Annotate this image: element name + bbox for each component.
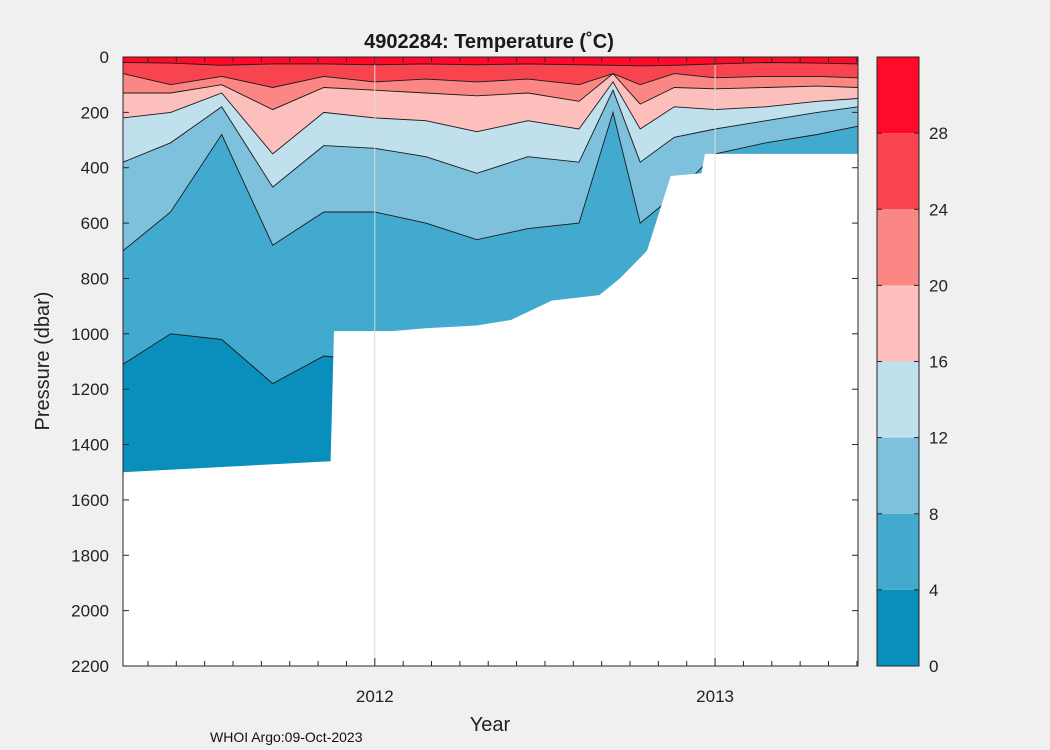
y-tick-label: 2200 xyxy=(71,657,109,676)
colorbar-swatch-4 xyxy=(877,513,919,590)
colorbar: 0 4 8 12 16 20 24 28 xyxy=(876,56,948,676)
year-gridlines xyxy=(374,57,716,666)
colorbar-tick-label: 16 xyxy=(929,353,948,372)
no-data-mask xyxy=(123,153,858,666)
y-tick-label: 200 xyxy=(81,103,109,122)
colorbar-swatch-24 xyxy=(877,133,919,210)
y-axis-label: Pressure (dbar) xyxy=(32,292,54,431)
colorbar-swatch-12 xyxy=(877,361,919,438)
isotherm-T8 xyxy=(122,110,859,252)
isotherm-T12 xyxy=(122,89,859,188)
x-axis-label: Year xyxy=(470,714,511,736)
y-tick-label: 1800 xyxy=(71,546,109,565)
x-axis: 2012 2013 xyxy=(147,57,858,706)
x-tick-label: 2013 xyxy=(696,687,734,706)
colorbar-swatch-8 xyxy=(877,437,919,514)
x-tick-label: 2012 xyxy=(356,687,394,706)
plot-frame xyxy=(122,56,859,667)
y-tick-label: 1200 xyxy=(71,380,109,399)
isotherm-T24 xyxy=(122,73,859,88)
y-tick-label: 600 xyxy=(81,214,109,233)
chart-title: 4902284: Temperature (˚C) xyxy=(364,30,614,53)
y-axis: 0 200 400 600 800 1000 1200 1400 1600 1800 2000 220… xyxy=(71,48,858,676)
isotherm-T28 xyxy=(122,62,859,67)
colorbar-tick-label: 4 xyxy=(929,581,938,600)
colorbar-tick-label: 24 xyxy=(929,200,948,219)
colorbar-tick-label: 12 xyxy=(929,429,948,448)
isotherm-T20 xyxy=(123,72,859,111)
y-tick-label: 1400 xyxy=(71,436,109,455)
y-tick-label: 0 xyxy=(100,48,109,67)
colorbar-swatch-16 xyxy=(877,285,919,362)
colorbar-swatch-28 xyxy=(877,57,919,134)
colorbar-tick-label: 28 xyxy=(929,124,948,143)
y-tick-label: 1000 xyxy=(71,325,109,344)
colorbar-tick-label: 0 xyxy=(929,657,938,676)
colorbar-swatch-20 xyxy=(877,209,919,286)
colorbar-tick-label: 20 xyxy=(929,276,948,295)
isotherm-T16 xyxy=(122,81,859,155)
y-tick-label: 1600 xyxy=(71,491,109,510)
colorbar-tick-label: 8 xyxy=(929,505,938,524)
y-tick-label: 800 xyxy=(81,269,109,288)
colorbar-swatch-0 xyxy=(877,589,919,666)
footer-note: WHOI Argo:09-Oct-2023 xyxy=(210,729,363,745)
plot-area xyxy=(122,56,859,667)
y-tick-label: 400 xyxy=(81,159,109,178)
y-tick-label: 2000 xyxy=(71,602,109,621)
no-data-region xyxy=(123,153,858,666)
